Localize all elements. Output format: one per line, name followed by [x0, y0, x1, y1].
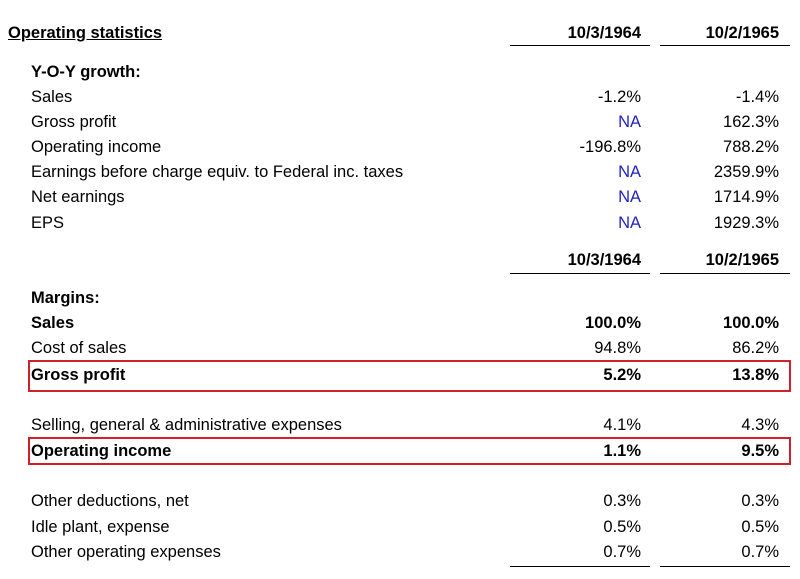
cell-value: 0.7% — [741, 543, 779, 561]
cell-value: NA — [618, 113, 641, 131]
row-label: Other deductions, net — [31, 492, 189, 510]
row-label: Sales — [31, 88, 73, 106]
cell-value: 4.1% — [603, 416, 641, 434]
cell-value: 9.5% — [741, 442, 779, 460]
rule — [660, 273, 790, 274]
row-label: Net earnings — [31, 188, 125, 206]
column-header: 10/2/1965 — [705, 24, 779, 42]
cell-value: -1.4% — [735, 88, 779, 106]
column-header: 10/3/1964 — [567, 24, 641, 42]
row-label: Gross profit — [31, 113, 117, 131]
rule — [660, 566, 790, 567]
cell-value: 100.0% — [585, 314, 641, 332]
cell-value: 4.3% — [741, 416, 779, 434]
rule — [660, 45, 790, 46]
row-label: Idle plant, expense — [31, 518, 170, 536]
row-label: Selling, general & administrative expens… — [31, 416, 342, 434]
cell-value: 0.5% — [741, 518, 779, 536]
row-label: Cost of sales — [31, 339, 127, 357]
cell-value: 0.5% — [603, 518, 641, 536]
cell-value: NA — [618, 188, 641, 206]
cell-value: NA — [618, 163, 641, 181]
cell-value: 100.0% — [723, 314, 779, 332]
cell-value: -196.8% — [579, 138, 641, 156]
row-label: Sales — [31, 314, 75, 332]
cell-value: 162.3% — [723, 113, 779, 131]
table-title: Operating statistics — [8, 24, 163, 42]
rule — [510, 273, 650, 274]
highlight-box — [28, 360, 791, 392]
cell-value: 0.7% — [603, 543, 641, 561]
cell-value: 13.8% — [732, 366, 779, 384]
cell-value: 0.3% — [741, 492, 779, 510]
rule — [510, 45, 650, 46]
cell-value: 1.1% — [603, 442, 641, 460]
row-label: Other operating expenses — [31, 543, 221, 561]
cell-value: 94.8% — [594, 339, 641, 357]
column-header: 10/2/1965 — [705, 251, 779, 269]
cell-value: 5.2% — [603, 366, 641, 384]
row-label: Earnings before charge equiv. to Federal… — [31, 163, 404, 181]
cell-value: -1.2% — [597, 88, 641, 106]
row-label: Operating income — [31, 138, 162, 156]
section-title: Margins: — [31, 289, 100, 307]
cell-value: 86.2% — [732, 339, 779, 357]
row-label: Operating income — [31, 442, 172, 460]
cell-value: 2359.9% — [713, 163, 779, 181]
highlight-box — [28, 437, 791, 465]
cell-value: NA — [618, 214, 641, 232]
row-label: EPS — [31, 214, 65, 232]
section-title: Y-O-Y growth: — [31, 63, 141, 81]
cell-value: 0.3% — [603, 492, 641, 510]
rule — [510, 566, 650, 567]
cell-value: 1929.3% — [713, 214, 779, 232]
cell-value: 1714.9% — [713, 188, 779, 206]
row-label: Gross profit — [31, 366, 126, 384]
column-header: 10/3/1964 — [567, 251, 641, 269]
cell-value: 788.2% — [723, 138, 779, 156]
